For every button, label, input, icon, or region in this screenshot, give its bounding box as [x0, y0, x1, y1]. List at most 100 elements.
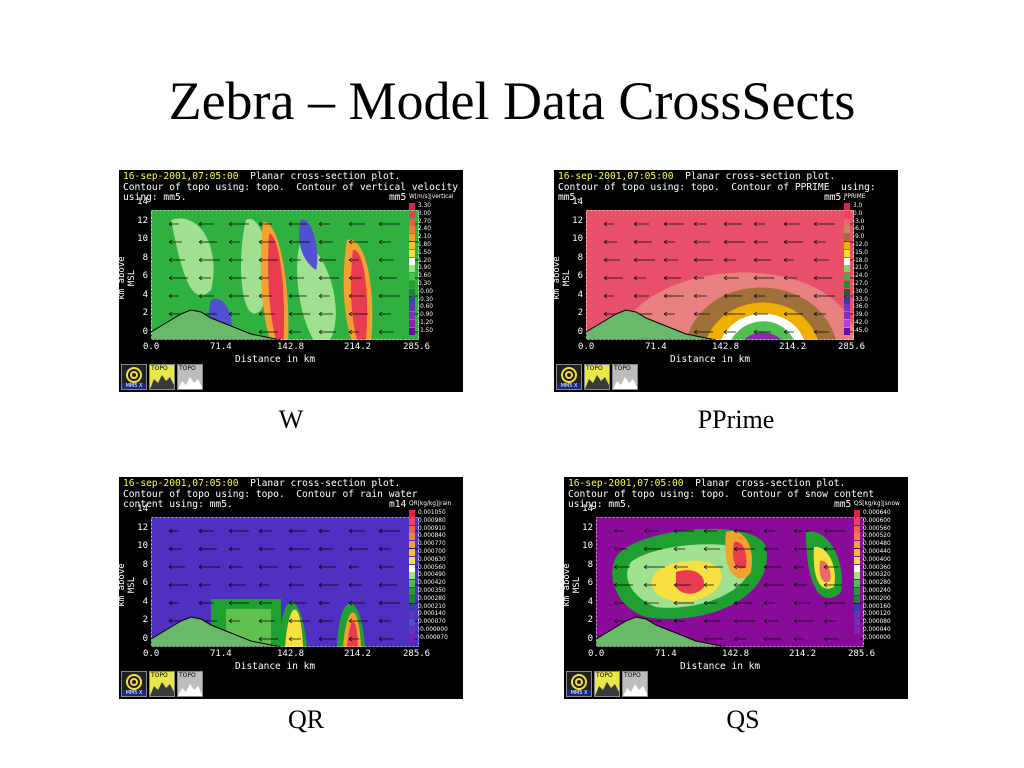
legend-row: 0.000210 — [409, 603, 463, 611]
topography — [596, 616, 727, 647]
legend-value: 0.000140 — [418, 611, 446, 618]
legend-row: -9.0 — [844, 234, 898, 242]
legend-row: -33.0 — [844, 296, 898, 304]
legend-swatch — [844, 288, 850, 296]
legend-value: 0.000630 — [418, 556, 446, 563]
caption-qs: QS — [726, 705, 760, 734]
legend-swatch — [844, 242, 850, 249]
plot-type: Planar cross-section plot. — [685, 171, 836, 182]
legend-swatch — [409, 564, 415, 572]
topo-icon[interactable]: TOPO — [622, 671, 648, 697]
legend-row: 1.80 — [409, 242, 463, 249]
topo-icon-label: TOPO — [179, 672, 196, 679]
mm5-icon-label: MM5 X — [122, 690, 146, 696]
legend-swatch — [409, 611, 415, 619]
legend-row: 1.20 — [409, 257, 463, 265]
legend-row: 0.000360 — [854, 564, 908, 572]
topo-icon[interactable]: TOPO — [149, 671, 175, 697]
legend-value: 2.40 — [418, 226, 431, 233]
legend-value: 0.000560 — [863, 525, 891, 532]
caption-w: W — [278, 405, 304, 434]
y-tick: 2 — [577, 308, 583, 319]
caption-qr: QR — [287, 705, 325, 734]
topo-icon-label: TOPO — [586, 365, 603, 372]
mm5-field-icon[interactable]: MM5 X — [566, 671, 592, 697]
legend-value: -27.0 — [853, 281, 868, 287]
legend-row: 2.70 — [409, 218, 463, 226]
legend-title: W[m/s]|vertical — [409, 194, 454, 200]
legend-row: -0.000070 — [409, 634, 463, 642]
mm5-field-icon[interactable]: MM5 X — [121, 364, 147, 390]
x-tick: 71.4 — [645, 342, 667, 352]
legend-swatch — [409, 281, 415, 288]
legend-row: -24.0 — [844, 273, 898, 281]
legend-row: -42.0 — [844, 320, 898, 327]
legend-row: 0.000280 — [854, 580, 908, 588]
y-tick: 14 — [582, 504, 593, 514]
legend-value: -30.0 — [853, 288, 868, 295]
x-tick: 285.6 — [848, 649, 876, 659]
y-tick: 4 — [587, 596, 593, 607]
plot-type: Planar cross-section plot. — [250, 478, 401, 489]
legend-value: 0.000040 — [863, 627, 891, 633]
legend-row: 0.000480 — [854, 541, 908, 549]
topo-icon[interactable]: TOPO — [177, 671, 203, 697]
icon-bar: ZTOPOTOPOMM5 XMM5 XMM5 X — [121, 671, 203, 697]
legend-value: -33.0 — [853, 296, 868, 303]
y-tick: 0 — [142, 634, 148, 644]
header-line-3: using: mm5. — [123, 192, 187, 204]
y-tick: 12 — [582, 522, 593, 533]
legend-row: -3.0 — [844, 218, 898, 226]
legend-value: 0.000200 — [863, 595, 891, 602]
topo-icon-label: TOPO — [624, 672, 641, 679]
legend-row: 0.000630 — [409, 556, 463, 564]
x-tick: 214.2 — [344, 649, 372, 659]
topo-icon[interactable]: TOPO — [584, 364, 610, 390]
legend-swatch — [409, 203, 415, 210]
legend-row: 0.0 — [844, 210, 898, 218]
legend-value: 0.000070 — [418, 619, 446, 626]
y-tick: 12 — [137, 522, 148, 533]
legend-value: -12.0 — [853, 242, 868, 248]
mm5-field-icon[interactable]: MM5 X — [121, 671, 147, 697]
legend-swatch — [409, 296, 415, 304]
y-tick: 14 — [137, 197, 148, 207]
cross-section-plot — [151, 517, 419, 647]
topo-icon[interactable]: TOPO — [594, 671, 620, 697]
legend-value: 0.90 — [418, 265, 431, 272]
legend-value: 0.000360 — [863, 564, 891, 571]
legend-row: 0.000160 — [854, 603, 908, 611]
mm5-field-icon[interactable]: MM5 X — [556, 364, 582, 390]
legend-swatch — [844, 203, 850, 210]
topo-icon[interactable]: TOPO — [612, 364, 638, 390]
caption-pprime: PPrime — [697, 405, 775, 434]
legend-value: 0.000350 — [418, 588, 446, 594]
legend-swatch — [409, 273, 415, 281]
y-tick: 10 — [137, 234, 148, 245]
legend-row: -1.50 — [409, 327, 463, 335]
legend-row: 0.90 — [409, 265, 463, 273]
legend-value: 0.000490 — [418, 572, 446, 579]
timestamp: 16-sep-2001,07:05:00 — [123, 171, 239, 182]
panel-pprime: 16-sep-2001,07:05:00 Planar cross-sectio… — [554, 170, 898, 392]
legend-swatch — [844, 281, 850, 288]
legend-row: 1.50 — [409, 249, 463, 257]
legend-swatch — [409, 218, 415, 226]
y-tick: 6 — [587, 578, 593, 589]
legend-row: 0.000910 — [409, 525, 463, 533]
mm5-icon-label: MM5 X — [122, 383, 146, 389]
x-tick: 0.0 — [143, 649, 160, 659]
topo-icon[interactable]: TOPO — [149, 364, 175, 390]
legend-value: 0.000120 — [863, 611, 891, 618]
legend-row: -18.0 — [844, 257, 898, 265]
legend-value: -3.0 — [853, 218, 865, 225]
timestamp: 16-sep-2001,07:05:00 — [558, 171, 674, 182]
legend-swatch — [854, 627, 860, 634]
topo-icon[interactable]: TOPO — [177, 364, 203, 390]
legend-swatch — [854, 580, 860, 588]
topo-icon-label: TOPO — [179, 365, 196, 372]
header-line-3: mm5. — [558, 192, 582, 204]
x-tick: 0.0 — [143, 342, 160, 352]
legend-row: 0.000520 — [854, 533, 908, 541]
legend-row: -6.0 — [844, 226, 898, 234]
